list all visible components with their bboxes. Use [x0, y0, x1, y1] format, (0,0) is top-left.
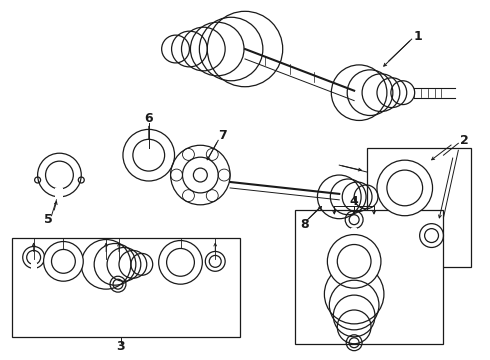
Circle shape	[327, 235, 381, 288]
Text: 4: 4	[350, 195, 359, 208]
Text: 1: 1	[414, 30, 422, 42]
Text: 5: 5	[44, 213, 52, 226]
Circle shape	[377, 160, 433, 216]
Circle shape	[337, 244, 371, 278]
Text: 3: 3	[117, 340, 125, 353]
Text: 2: 2	[460, 134, 469, 147]
Bar	[351, 228, 357, 233]
Bar	[12, 238, 240, 337]
Text: 7: 7	[218, 129, 226, 142]
Text: 6: 6	[145, 112, 153, 125]
Bar	[55, 188, 63, 198]
Bar	[31, 264, 37, 269]
Circle shape	[44, 242, 83, 281]
Bar	[367, 148, 471, 267]
Text: 8: 8	[300, 218, 309, 231]
Bar	[294, 210, 443, 344]
Circle shape	[133, 139, 165, 171]
Circle shape	[167, 248, 195, 276]
Circle shape	[123, 129, 174, 181]
Circle shape	[387, 170, 422, 206]
Circle shape	[51, 249, 75, 273]
Circle shape	[159, 240, 202, 284]
